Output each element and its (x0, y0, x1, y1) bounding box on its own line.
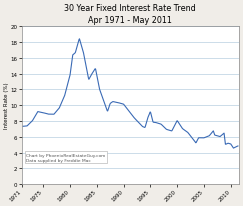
Text: Chart by PhoenixRealEstateGuy.com
Data supplied by Freddie Mac: Chart by PhoenixRealEstateGuy.com Data s… (26, 153, 105, 162)
Title: 30 Year Fixed Interest Rate Trend
Apr 1971 - May 2011: 30 Year Fixed Interest Rate Trend Apr 19… (64, 4, 196, 25)
Y-axis label: Interest Rate (%): Interest Rate (%) (4, 82, 9, 129)
